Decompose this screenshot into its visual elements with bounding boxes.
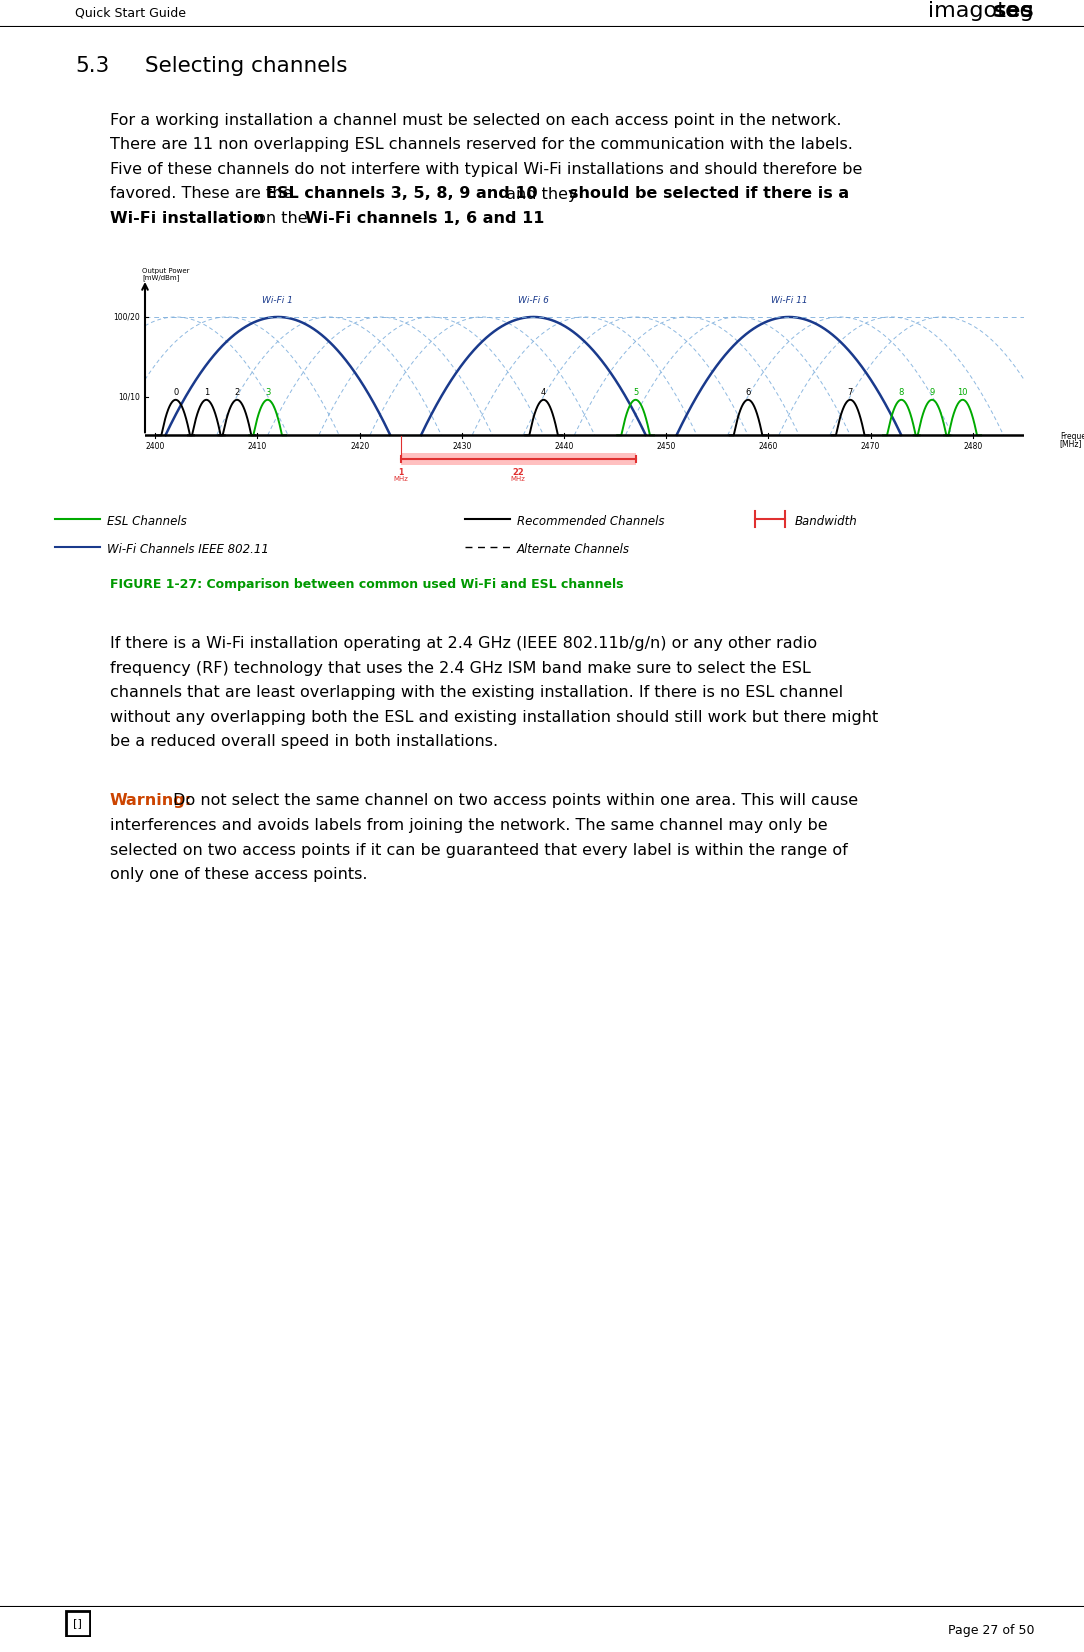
Text: 2480: 2480 [964, 443, 982, 451]
Text: selected on two access points if it can be guaranteed that every label is within: selected on two access points if it can … [109, 843, 848, 857]
Text: Wi-Fi installation: Wi-Fi installation [109, 211, 264, 226]
Text: Wi-Fi 1: Wi-Fi 1 [262, 296, 294, 306]
Text: 3: 3 [264, 388, 270, 398]
Text: 5: 5 [633, 388, 638, 398]
Text: 2430: 2430 [452, 443, 472, 451]
Text: Wi-Fi Channels IEEE 802.11: Wi-Fi Channels IEEE 802.11 [107, 544, 269, 557]
Text: .: . [508, 211, 514, 226]
Text: 6: 6 [746, 388, 751, 398]
Text: 10: 10 [957, 388, 968, 398]
Text: Quick Start Guide: Quick Start Guide [75, 7, 186, 20]
Text: 2410: 2410 [248, 443, 267, 451]
Text: 2470: 2470 [861, 443, 880, 451]
Text: 7: 7 [848, 388, 853, 398]
Text: 2420: 2420 [350, 443, 370, 451]
Text: 2460: 2460 [759, 443, 778, 451]
Text: MHz: MHz [511, 476, 526, 481]
Text: imagotag: imagotag [878, 2, 1034, 21]
Text: 9: 9 [929, 388, 934, 398]
Text: 22: 22 [512, 469, 524, 477]
Text: 5.3: 5.3 [75, 56, 109, 76]
Text: Warning:: Warning: [109, 793, 192, 808]
Text: favored. These are the: favored. These are the [109, 187, 297, 202]
Text: 100/20: 100/20 [113, 312, 140, 322]
Text: only one of these access points.: only one of these access points. [109, 867, 367, 882]
Text: on the: on the [250, 211, 312, 226]
Text: Frequency: Frequency [1060, 431, 1084, 441]
Text: Do not select the same channel on two access points within one area. This will c: Do not select the same channel on two ac… [168, 793, 857, 808]
Text: Wi-Fi 6: Wi-Fi 6 [518, 296, 549, 306]
Text: should be selected if there is a: should be selected if there is a [569, 187, 849, 202]
Text: If there is a Wi-Fi installation operating at 2.4 GHz (IEEE 802.11b/g/n) or any : If there is a Wi-Fi installation operati… [109, 636, 817, 651]
Text: 10/10: 10/10 [118, 393, 140, 401]
Text: 8: 8 [899, 388, 904, 398]
Text: []: [] [74, 1619, 82, 1629]
Text: There are 11 non overlapping ESL channels reserved for the communication with th: There are 11 non overlapping ESL channel… [109, 137, 853, 152]
Text: Output Power: Output Power [142, 268, 190, 274]
Text: 1: 1 [204, 388, 209, 398]
Text: Page 27 of 50: Page 27 of 50 [947, 1624, 1034, 1637]
Text: Wi-Fi channels 1, 6 and 11: Wi-Fi channels 1, 6 and 11 [306, 211, 544, 226]
Text: Recommended Channels: Recommended Channels [517, 515, 664, 529]
Text: 2400: 2400 [145, 443, 165, 451]
Text: interferences and avoids labels from joining the network. The same channel may o: interferences and avoids labels from joi… [109, 818, 827, 833]
Text: FIGURE 1-27: Comparison between common used Wi-Fi and ESL channels: FIGURE 1-27: Comparison between common u… [109, 578, 623, 591]
Text: For a working installation a channel must be selected on each access point in th: For a working installation a channel mus… [109, 112, 841, 127]
Text: 2: 2 [234, 388, 240, 398]
Text: Alternate Channels: Alternate Channels [517, 544, 630, 557]
Text: ESL Channels: ESL Channels [107, 515, 186, 529]
Text: [mW/dBm]: [mW/dBm] [142, 274, 179, 281]
Text: ESL channels 3, 5, 8, 9 and 10: ESL channels 3, 5, 8, 9 and 10 [267, 187, 538, 202]
Text: Five of these channels do not interfere with typical Wi-Fi installations and sho: Five of these channels do not interfere … [109, 162, 863, 177]
Text: without any overlapping both the ESL and existing installation should still work: without any overlapping both the ESL and… [109, 709, 878, 725]
Text: be a reduced overall speed in both installations.: be a reduced overall speed in both insta… [109, 733, 499, 748]
Text: Selecting channels: Selecting channels [145, 56, 348, 76]
Text: MHz: MHz [393, 476, 408, 481]
Text: 0: 0 [173, 388, 178, 398]
Text: ses: ses [992, 2, 1034, 21]
Text: channels that are least overlapping with the existing installation. If there is : channels that are least overlapping with… [109, 686, 843, 700]
Text: 2440: 2440 [554, 443, 573, 451]
Text: 2450: 2450 [657, 443, 676, 451]
Text: frequency (RF) technology that uses the 2.4 GHz ISM band make sure to select the: frequency (RF) technology that uses the … [109, 661, 811, 676]
Text: 1: 1 [398, 469, 403, 477]
Text: and they: and they [501, 187, 582, 202]
Text: Wi-Fi 11: Wi-Fi 11 [771, 296, 808, 306]
Text: [MHz]: [MHz] [1060, 439, 1082, 448]
Text: 4: 4 [541, 388, 546, 398]
Text: Bandwidth: Bandwidth [795, 515, 857, 529]
Bar [400, 453, 635, 464]
